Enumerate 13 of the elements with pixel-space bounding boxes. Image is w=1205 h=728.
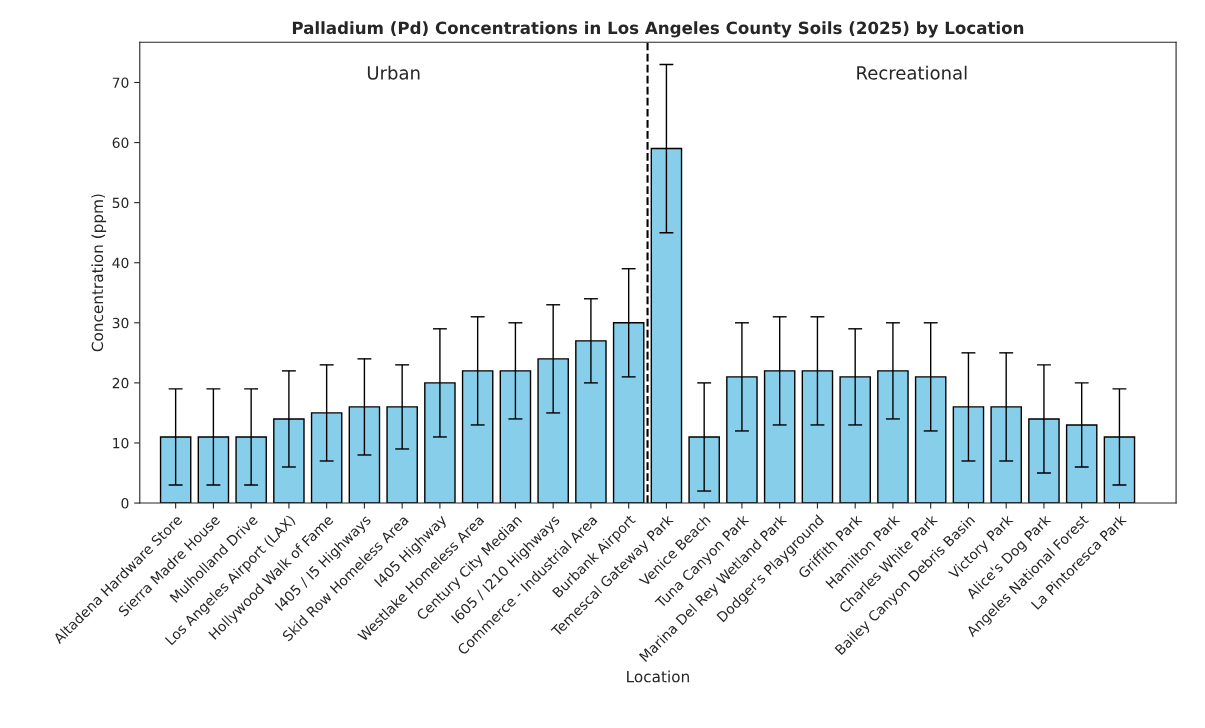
annotation: Recreational: [857, 65, 967, 80]
chart-title: Palladium (Pd) Concentrations in Los Angeles County Soils (2025) by Location: [292, 21, 1024, 38]
y-tick-label: 0: [121, 498, 129, 509]
y-tick-label: 30: [112, 317, 129, 329]
y-tick-label: 70: [112, 77, 129, 88]
y-tick-label: 10: [113, 437, 129, 449]
y-tick-label: 60: [112, 137, 129, 149]
annotation: Urban: [367, 65, 420, 80]
y-tick-label: 50: [112, 197, 129, 209]
x-axis-title: Location: [627, 670, 689, 683]
y-tick-label: 20: [112, 377, 129, 389]
y-axis-title: Concentration (ppm): [91, 194, 107, 352]
y-tick-label: 40: [112, 257, 129, 269]
